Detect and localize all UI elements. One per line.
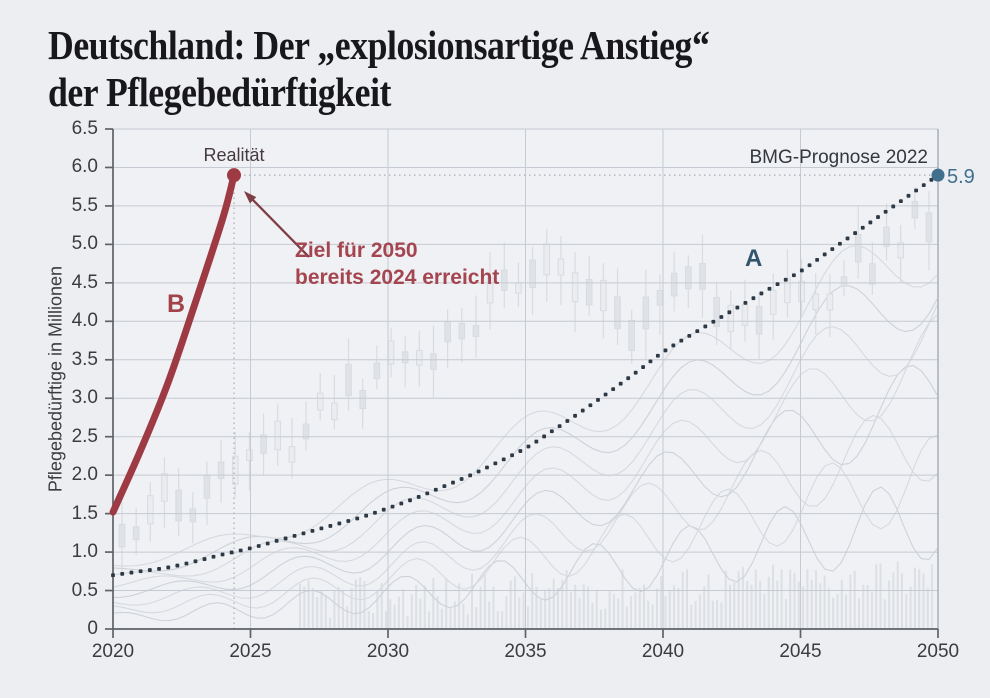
y-tick-label: 1.0: [71, 541, 98, 563]
x-tick-label: 2050: [916, 641, 960, 662]
annotation-ziel-line-2: bereits 2024 erreicht: [295, 266, 500, 289]
annotation-ziel-line-1: Ziel für 2050: [295, 239, 418, 262]
y-tick-label: 4.0: [71, 310, 98, 332]
y-tick-label: 4.5: [71, 271, 98, 293]
page-title-line-2: der Pflegebedürftigkeit: [48, 69, 391, 115]
x-tick-label: 2025: [229, 641, 272, 662]
y-tick-label: 2.5: [71, 425, 98, 447]
y-tick-label: 0.5: [71, 579, 98, 601]
series-b-label: B: [167, 290, 186, 318]
y-tick-label: 2.0: [71, 464, 98, 486]
y-tick-label: 1.5: [71, 502, 98, 524]
y-tick-label: 5.0: [71, 233, 98, 255]
axes: [105, 128, 939, 638]
end-value-label: 5.9: [947, 166, 975, 188]
y-tick-label: 3.5: [71, 348, 98, 370]
y-tick-label: 6.5: [71, 118, 98, 139]
x-tick-label: 2045: [779, 641, 822, 662]
series-b-endpoint-dot: [227, 168, 241, 183]
series-a-label: A: [745, 245, 763, 272]
annotation-realitaet: Realität: [203, 145, 265, 165]
y-axis-title: Pflegebedürftige in Millionen: [45, 265, 66, 493]
grid-lines: [113, 128, 939, 629]
page-title: Deutschland: Der „explosionsartige Ansti…: [48, 22, 710, 116]
annotation-ziel: Ziel für 2050 bereits 2024 erreicht: [295, 237, 499, 291]
x-tick-label: 2035: [504, 641, 547, 662]
y-tick-label: 3.0: [71, 387, 98, 409]
y-tick-label: 6.0: [71, 156, 98, 178]
series-a-endpoint-dot: [931, 168, 945, 182]
y-tick-label: 0: [87, 618, 98, 639]
y-tick-label: 5.5: [71, 194, 98, 216]
series-b-line: [109, 171, 238, 516]
series-a-dotted-line: [111, 177, 934, 578]
annotation-arrow: [244, 191, 310, 258]
x-tick-label: 2030: [366, 641, 410, 662]
guide-lines: [233, 174, 938, 629]
annotation-bmg-prognose: BMG-Prognose 2022: [749, 147, 929, 168]
page-title-line-1: Deutschland: Der „explosionsartige Ansti…: [48, 22, 710, 68]
x-tick-label: 2040: [641, 641, 685, 662]
x-tick-label: 2020: [91, 641, 135, 662]
